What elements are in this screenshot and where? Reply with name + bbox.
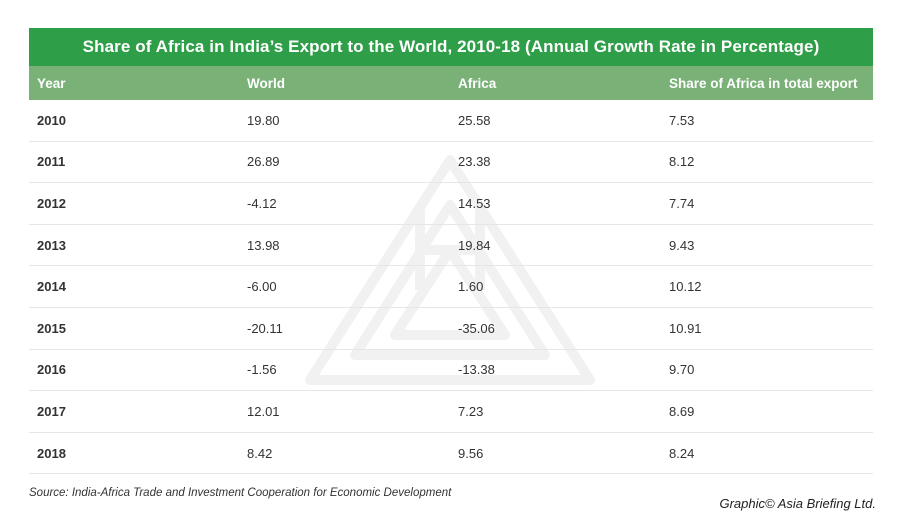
share-cell: 9.43: [669, 237, 695, 253]
year-cell: 2014: [37, 279, 66, 295]
share-cell: 8.69: [669, 403, 695, 419]
world-cell: -4.12: [247, 195, 277, 211]
africa-cell: 1.60: [458, 279, 484, 295]
year-cell: 2018: [37, 445, 66, 461]
header-row: Year World Africa Share of Africa in tot…: [29, 66, 873, 100]
column-header-share: Share of Africa in total export: [669, 75, 858, 91]
column-header-africa: Africa: [458, 75, 497, 91]
africa-cell: 19.84: [458, 237, 491, 253]
table-title: Share of Africa in India’s Export to the…: [29, 28, 873, 66]
source-note: Source: India-Africa Trade and Investmen…: [29, 487, 452, 499]
world-cell: -6.00: [247, 279, 277, 295]
table-row: 2014 -6.00 1.60 10.12: [29, 266, 873, 308]
year-cell: 2017: [37, 403, 66, 419]
africa-cell: 9.56: [458, 445, 484, 461]
table-row: 2011 26.89 23.38 8.12: [29, 142, 873, 184]
share-cell: 10.91: [669, 320, 702, 336]
share-cell: 8.12: [669, 154, 695, 170]
table-row: 2016 -1.56 -13.38 9.70: [29, 350, 873, 392]
year-cell: 2012: [37, 195, 66, 211]
table-row: 2017 12.01 7.23 8.69: [29, 391, 873, 433]
share-cell: 7.53: [669, 112, 695, 128]
africa-cell: -35.06: [458, 320, 495, 336]
africa-cell: -13.38: [458, 362, 495, 378]
year-cell: 2016: [37, 362, 66, 378]
world-cell: 12.01: [247, 403, 280, 419]
year-cell: 2010: [37, 112, 66, 128]
year-cell: 2015: [37, 320, 66, 336]
africa-cell: 14.53: [458, 195, 491, 211]
share-cell: 10.12: [669, 279, 702, 295]
table-row: 2010 19.80 25.58 7.53: [29, 100, 873, 142]
table-body: 2010 19.80 25.58 7.53 2011 26.89 23.38 8.12 2012…: [29, 100, 873, 475]
column-header-year: Year: [37, 75, 66, 91]
column-header-world: World: [247, 75, 285, 91]
graphic-credit: Graphic© Asia Briefing Ltd.: [719, 496, 876, 511]
world-cell: -1.56: [247, 362, 277, 378]
africa-cell: 23.38: [458, 154, 491, 170]
world-cell: -20.11: [247, 320, 283, 336]
table-row: 2012 -4.12 14.53 7.74: [29, 183, 873, 225]
share-cell: 8.24: [669, 445, 695, 461]
world-cell: 26.89: [247, 154, 280, 170]
share-cell: 7.74: [669, 195, 695, 211]
world-cell: 13.98: [247, 237, 280, 253]
data-table: Share of Africa in India’s Export to the…: [29, 28, 873, 475]
table-row: 2015 -20.11 -35.06 10.91: [29, 308, 873, 350]
africa-cell: 25.58: [458, 112, 491, 128]
world-cell: 8.42: [247, 445, 273, 461]
year-cell: 2013: [37, 237, 66, 253]
africa-cell: 7.23: [458, 403, 484, 419]
table-row: 2018 8.42 9.56 8.24: [29, 433, 873, 475]
table-row: 2013 13.98 19.84 9.43: [29, 225, 873, 267]
year-cell: 2011: [37, 154, 66, 170]
world-cell: 19.80: [247, 112, 280, 128]
share-cell: 9.70: [669, 362, 695, 378]
